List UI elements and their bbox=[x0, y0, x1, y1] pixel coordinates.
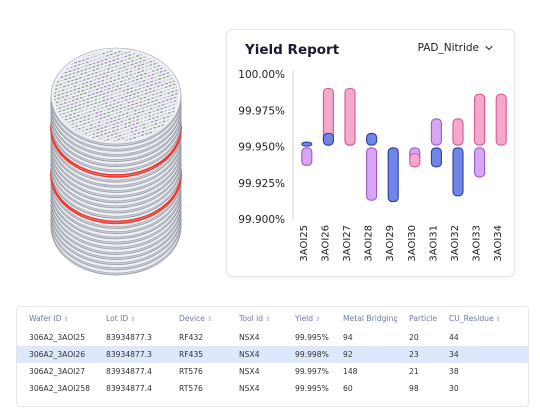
bar-pink[interactable] bbox=[474, 93, 486, 146]
x-tick-label: 3AOI29 bbox=[385, 225, 396, 262]
bar-blue[interactable] bbox=[366, 132, 378, 146]
table-cell: 99.995% bbox=[295, 333, 329, 342]
bar-violet[interactable] bbox=[301, 147, 313, 166]
bar-violet[interactable] bbox=[366, 147, 378, 201]
column-header-label: Tool id bbox=[239, 313, 264, 323]
table-cell: RT576 bbox=[179, 384, 203, 393]
chevron-down-icon bbox=[485, 45, 493, 51]
column-header[interactable]: Tool id ⇕ bbox=[227, 307, 283, 329]
table-cell: 306A2_3AOI258 bbox=[29, 384, 90, 393]
table-row[interactable]: 306A2_3AOI27 83934877.4 RT576 NSX4 99.997% 14… bbox=[17, 363, 528, 380]
table-cell: NSX4 bbox=[239, 384, 260, 393]
y-tick-label: 99.925% bbox=[238, 178, 285, 190]
column-header[interactable]: Device ⇕ bbox=[167, 307, 227, 329]
column-header-label: Metal Bridging bbox=[343, 313, 397, 323]
layer-selector-dropdown[interactable]: PAD_Nitride bbox=[418, 42, 494, 54]
x-tick-label: 3AOI25 bbox=[299, 225, 310, 262]
x-tick-label: 3AOI31 bbox=[428, 225, 439, 262]
yield-report-card: Yield Report PAD_Nitride 100.00% 99.975% 9… bbox=[226, 29, 515, 277]
table-cell: 306A2_3AOI25 bbox=[29, 333, 86, 342]
table-row[interactable]: 306A2_3AOI25 83934877.3 RF432 NSX4 99.995% 94… bbox=[17, 329, 528, 346]
sort-icon[interactable]: ⇕ bbox=[63, 315, 69, 323]
table-cell: 30 bbox=[449, 384, 459, 393]
table-cell: NSX4 bbox=[227, 346, 283, 363]
table-cell: 83934877.3 bbox=[106, 333, 152, 342]
x-tick-label: 3AOI33 bbox=[472, 225, 483, 262]
column-header[interactable]: Yield ⇕ bbox=[283, 307, 331, 329]
table-cell: RF432 bbox=[179, 333, 204, 342]
sort-icon[interactable]: ⇕ bbox=[265, 315, 271, 323]
sort-icon[interactable]: ⇕ bbox=[315, 315, 321, 323]
sort-icon[interactable]: ⇕ bbox=[130, 315, 136, 323]
table-cell: 99.995% bbox=[295, 384, 329, 393]
y-tick-label: 99.900% bbox=[238, 214, 285, 226]
bar-blue[interactable] bbox=[322, 132, 334, 146]
sort-icon[interactable]: ⇕ bbox=[495, 315, 501, 323]
column-header[interactable]: Lot ID ⇕ bbox=[94, 307, 167, 329]
x-tick-label: 3AOI32 bbox=[450, 225, 461, 262]
bar-pink[interactable] bbox=[344, 87, 356, 146]
table-cell: 92 bbox=[331, 346, 397, 363]
column-header-label: CU_Residue bbox=[449, 313, 494, 323]
bar-blue[interactable] bbox=[301, 141, 313, 147]
table-cell: 38 bbox=[449, 367, 459, 376]
sort-icon[interactable]: ⇕ bbox=[206, 315, 213, 323]
layer-selector-value: PAD_Nitride bbox=[417, 42, 479, 54]
table-cell: 83934877.4 bbox=[106, 367, 152, 376]
column-header[interactable]: Wafer ID ⇕ bbox=[17, 307, 94, 329]
x-tick-label: 3AOI26 bbox=[320, 225, 331, 262]
table-cell: 83934877.3 bbox=[94, 346, 167, 363]
x-tick-label: 3AOI27 bbox=[342, 225, 353, 262]
table-cell: 306A2_3AOI27 bbox=[29, 367, 86, 376]
column-header-label: Yield bbox=[295, 313, 314, 323]
table-body: 306A2_3AOI25 83934877.3 RF432 NSX4 99.995% 94… bbox=[17, 329, 528, 397]
bar-violet[interactable] bbox=[474, 147, 486, 178]
column-header-label: Device bbox=[179, 313, 205, 323]
table-cell: NSX4 bbox=[239, 367, 260, 376]
bar-blue[interactable] bbox=[430, 147, 442, 168]
table-cell: 60 bbox=[343, 384, 353, 393]
bar-pink[interactable] bbox=[495, 93, 507, 146]
yield-chart: 100.00% 99.975% 99.950% 99.925% 99.900% 3AOI2… bbox=[238, 69, 507, 262]
table-cell: NSX4 bbox=[239, 333, 260, 342]
wafer-stack-illustration bbox=[50, 47, 182, 276]
y-tick-label: 99.950% bbox=[238, 142, 285, 154]
x-tick-label: 3AOI28 bbox=[364, 225, 375, 262]
table-cell: 34 bbox=[437, 346, 528, 363]
wafer-table: Wafer ID ⇕ Lot ID ⇕ Device ⇕ Tool id ⇕ Yield ⇕ Met… bbox=[16, 306, 529, 407]
bar-violet[interactable] bbox=[430, 118, 442, 146]
bar-pink[interactable] bbox=[452, 118, 464, 146]
table-cell: 94 bbox=[343, 333, 353, 342]
table-header-row: Wafer ID ⇕ Lot ID ⇕ Device ⇕ Tool id ⇕ Yield ⇕ Met… bbox=[17, 307, 528, 329]
table-row[interactable]: 306A2_3AOI258 83934877.4 RT576 NSX4 99.995% 6… bbox=[17, 380, 528, 397]
column-header[interactable]: CU_Residue ⇕ bbox=[437, 307, 528, 329]
bar-blue[interactable] bbox=[452, 147, 464, 197]
column-header[interactable]: Particle⇕ bbox=[397, 307, 437, 329]
x-tick-label: 3AOI30 bbox=[407, 225, 418, 262]
table-cell: 148 bbox=[343, 367, 358, 376]
report-title: Yield Report bbox=[245, 42, 340, 58]
table-cell: 99.997% bbox=[295, 367, 329, 376]
y-tick-label: 100.00% bbox=[238, 69, 285, 81]
table-cell: 21 bbox=[409, 367, 419, 376]
table-cell: 99.998% bbox=[283, 346, 331, 363]
bar-blue[interactable] bbox=[387, 147, 399, 203]
table-cell: 23 bbox=[397, 346, 437, 363]
table-cell: 20 bbox=[409, 333, 419, 342]
table-cell: RT576 bbox=[179, 367, 203, 376]
y-tick-label: 99.975% bbox=[238, 105, 285, 117]
table-cell: RF435 bbox=[167, 346, 227, 363]
table-cell: 98 bbox=[409, 384, 419, 393]
column-header-label: Wafer ID bbox=[29, 313, 62, 323]
table-cell: 44 bbox=[449, 333, 459, 342]
table-cell: 83934877.4 bbox=[106, 384, 152, 393]
table-row[interactable]: 306A2_3AOI26 83934877.3 RF435 NSX4 99.998% 92… bbox=[17, 346, 528, 363]
x-tick-label: 3AOI34 bbox=[493, 225, 504, 262]
bar-pink[interactable] bbox=[409, 153, 421, 168]
column-header-label: Particle bbox=[409, 313, 437, 323]
column-header[interactable]: Metal Bridging⇕ bbox=[331, 307, 397, 329]
table-cell: 306A2_3AOI26 bbox=[17, 346, 94, 363]
column-header-label: Lot ID bbox=[106, 313, 129, 323]
